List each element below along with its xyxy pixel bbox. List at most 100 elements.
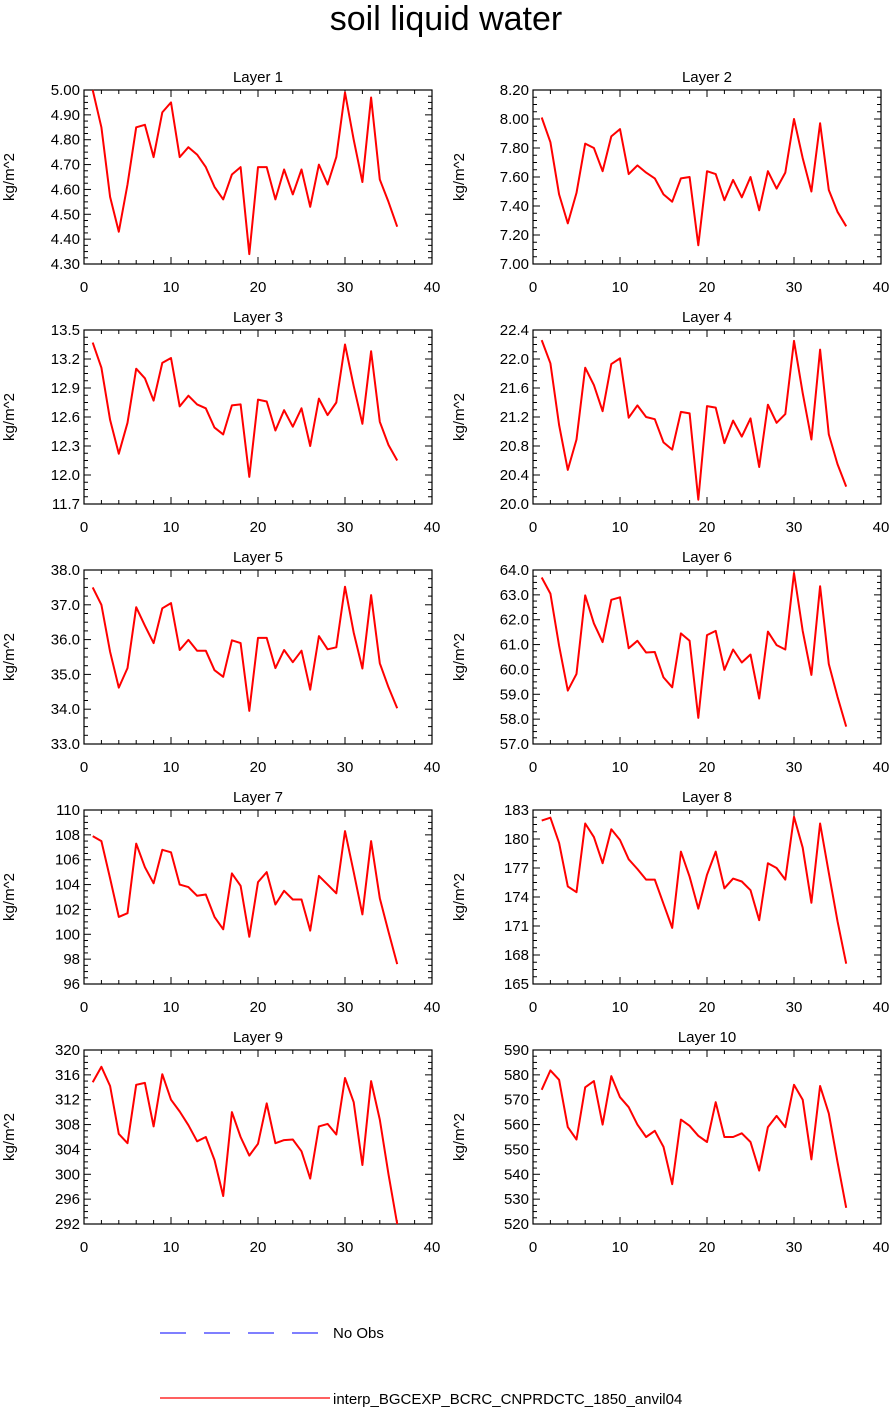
y-tick-label: 183 [504, 802, 529, 819]
x-tick-label: 40 [424, 759, 441, 776]
x-tick-label: 40 [424, 999, 441, 1016]
panel-title: Layer 6 [682, 549, 732, 566]
x-tick-label: 20 [699, 519, 716, 536]
y-axis-label: kg/m^2 [1, 393, 18, 441]
y-tick-label: 320 [55, 1042, 80, 1059]
y-tick-label: 98 [63, 951, 80, 968]
x-tick-label: 30 [337, 999, 354, 1016]
panel-layer-3: Layer 3 0 10 20 30 40 11.7 12.0 12.3 12.6 12.9 13.2… [1, 309, 440, 536]
y-tick-label: 37.0 [51, 597, 80, 614]
y-tick-label: 7.40 [500, 198, 529, 215]
y-axis-label: kg/m^2 [1, 1113, 18, 1161]
y-tick-label: 64.0 [500, 562, 529, 579]
y-tick-label: 171 [504, 918, 529, 935]
x-tick-label: 0 [80, 1239, 88, 1256]
y-tick-label: 4.50 [51, 206, 80, 223]
y-tick-label: 177 [504, 860, 529, 877]
legend-label-obs: No Obs [333, 1325, 384, 1342]
y-tick-label: 100 [55, 926, 80, 943]
y-tick-label: 7.00 [500, 256, 529, 273]
panel-title: Layer 7 [233, 789, 283, 806]
y-tick-label: 12.6 [51, 409, 80, 426]
x-tick-label: 10 [163, 1239, 180, 1256]
x-tick-label: 10 [163, 759, 180, 776]
panel-title: Layer 8 [682, 789, 732, 806]
x-tick-label: 30 [337, 759, 354, 776]
y-tick-label: 308 [55, 1117, 80, 1134]
y-tick-label: 33.0 [51, 736, 80, 753]
x-tick-label: 20 [250, 759, 267, 776]
y-axis-label: kg/m^2 [451, 393, 468, 441]
series-line [540, 1069, 848, 1208]
y-tick-label: 316 [55, 1067, 80, 1084]
x-tick-label: 30 [337, 279, 354, 296]
panel-layer-2: Layer 2 0 10 20 30 40 7.00 7.20 7.40 7.60 7.80 8.00… [451, 69, 889, 296]
x-tick-label: 40 [873, 759, 890, 776]
x-tick-label: 10 [612, 1239, 629, 1256]
panel-layer-1: Layer 1 0 10 20 30 40 4.30 4.40 4.50 4.60 4.70 4.80… [1, 69, 440, 296]
y-tick-label: 38.0 [51, 562, 80, 579]
y-axis-label: kg/m^2 [451, 873, 468, 921]
x-tick-label: 30 [337, 519, 354, 536]
x-tick-label: 0 [80, 759, 88, 776]
panel-title: Layer 5 [233, 549, 283, 566]
panel-layer-5: Layer 5 0 10 20 30 40 33.0 34.0 35.0 36.0 37.0 38.0… [1, 549, 440, 776]
y-tick-label: 22.0 [500, 351, 529, 368]
panels: Layer 10 10 20 30 404.304.404.504.604.704.80… [1, 69, 889, 1256]
x-tick-label: 30 [786, 279, 803, 296]
y-axis-label: kg/m^2 [451, 153, 468, 201]
x-tick-label: 40 [424, 1239, 441, 1256]
y-axis-label: kg/m^2 [451, 1113, 468, 1161]
x-tick-label: 10 [163, 279, 180, 296]
y-tick-label: 168 [504, 947, 529, 964]
y-tick-label: 21.2 [500, 409, 529, 426]
plot-frame [532, 1049, 882, 1225]
panel-title: Layer 3 [233, 309, 283, 326]
x-tick-label: 10 [612, 999, 629, 1016]
x-tick-label: 20 [699, 999, 716, 1016]
legend-entry-obs: No Obs [160, 1325, 384, 1342]
y-tick-label: 520 [504, 1216, 529, 1233]
y-tick-label: 13.5 [51, 322, 80, 339]
plot-frame [532, 809, 882, 985]
series-line [541, 815, 848, 964]
x-tick-label: 10 [612, 279, 629, 296]
y-tick-label: 8.20 [500, 82, 529, 99]
y-tick-label: 4.30 [51, 256, 80, 273]
figure-title: soil liquid water [330, 0, 562, 38]
y-tick-label: 13.2 [51, 351, 80, 368]
plot-frame [532, 329, 882, 505]
y-tick-label: 21.6 [500, 380, 529, 397]
y-tick-label: 580 [504, 1067, 529, 1084]
y-tick-label: 165 [504, 976, 529, 993]
x-tick-label: 0 [80, 519, 88, 536]
panel-layer-4: Layer 4 0 10 20 30 40 20.0 20.4 20.8 21.2 21.6 22.0… [451, 309, 889, 536]
x-tick-label: 30 [786, 1239, 803, 1256]
y-tick-label: 560 [504, 1117, 529, 1134]
legend-label-model: interp_BGCEXP_BCRC_CNPRDCTC_1850_anvil04 [333, 1391, 682, 1407]
y-tick-label: 62.0 [500, 612, 529, 629]
x-tick-label: 0 [529, 999, 537, 1016]
x-tick-label: 10 [163, 999, 180, 1016]
series-line [540, 572, 848, 727]
y-tick-label: 292 [55, 1216, 80, 1233]
y-tick-label: 540 [504, 1166, 529, 1183]
y-tick-label: 36.0 [51, 632, 80, 649]
panel-title: Layer 2 [682, 69, 732, 86]
x-tick-label: 30 [337, 1239, 354, 1256]
y-tick-label: 7.60 [500, 169, 529, 186]
x-tick-label: 30 [786, 999, 803, 1016]
legend: No Obs interp_BGCEXP_BCRC_CNPRDCTC_1850_… [160, 1325, 682, 1407]
series-line [540, 339, 848, 501]
y-tick-label: 180 [504, 831, 529, 848]
x-tick-label: 0 [529, 519, 537, 536]
y-axis-label: kg/m^2 [1, 873, 18, 921]
series-line [91, 89, 399, 256]
y-axis-label: kg/m^2 [1, 633, 18, 681]
y-tick-label: 304 [55, 1141, 80, 1158]
panel-layer-7: Layer 7 0 10 20 30 40 96 98 100 102 104 106 108 110 kg… [1, 789, 440, 1016]
series-line [91, 1065, 399, 1225]
x-tick-label: 10 [612, 519, 629, 536]
series-line [92, 830, 399, 965]
